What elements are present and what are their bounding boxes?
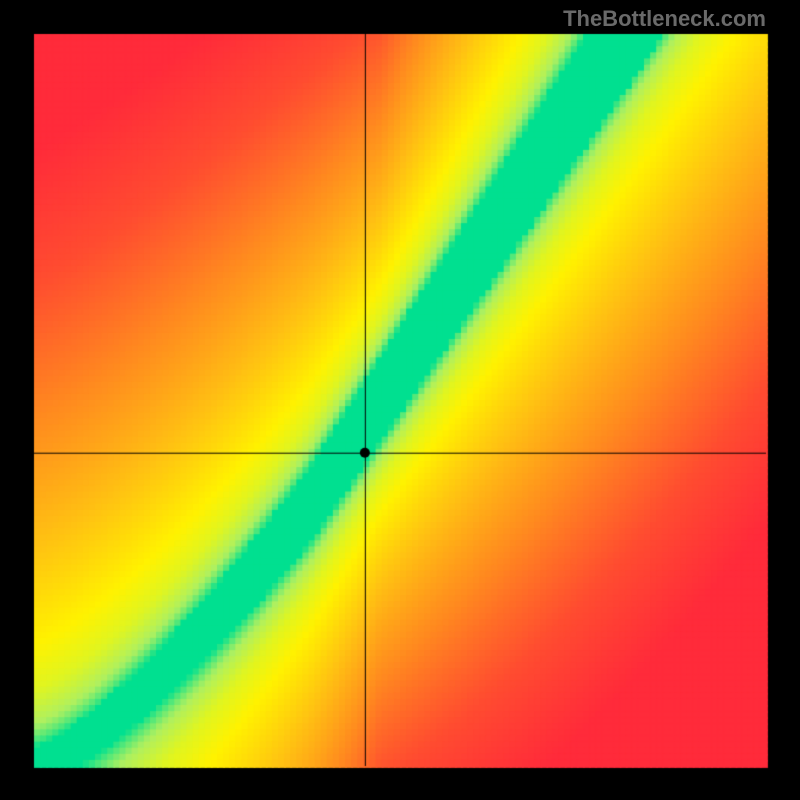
chart-container: TheBottleneck.com bbox=[0, 0, 800, 800]
watermark-text: TheBottleneck.com bbox=[563, 6, 766, 32]
bottleneck-heatmap bbox=[0, 0, 800, 800]
